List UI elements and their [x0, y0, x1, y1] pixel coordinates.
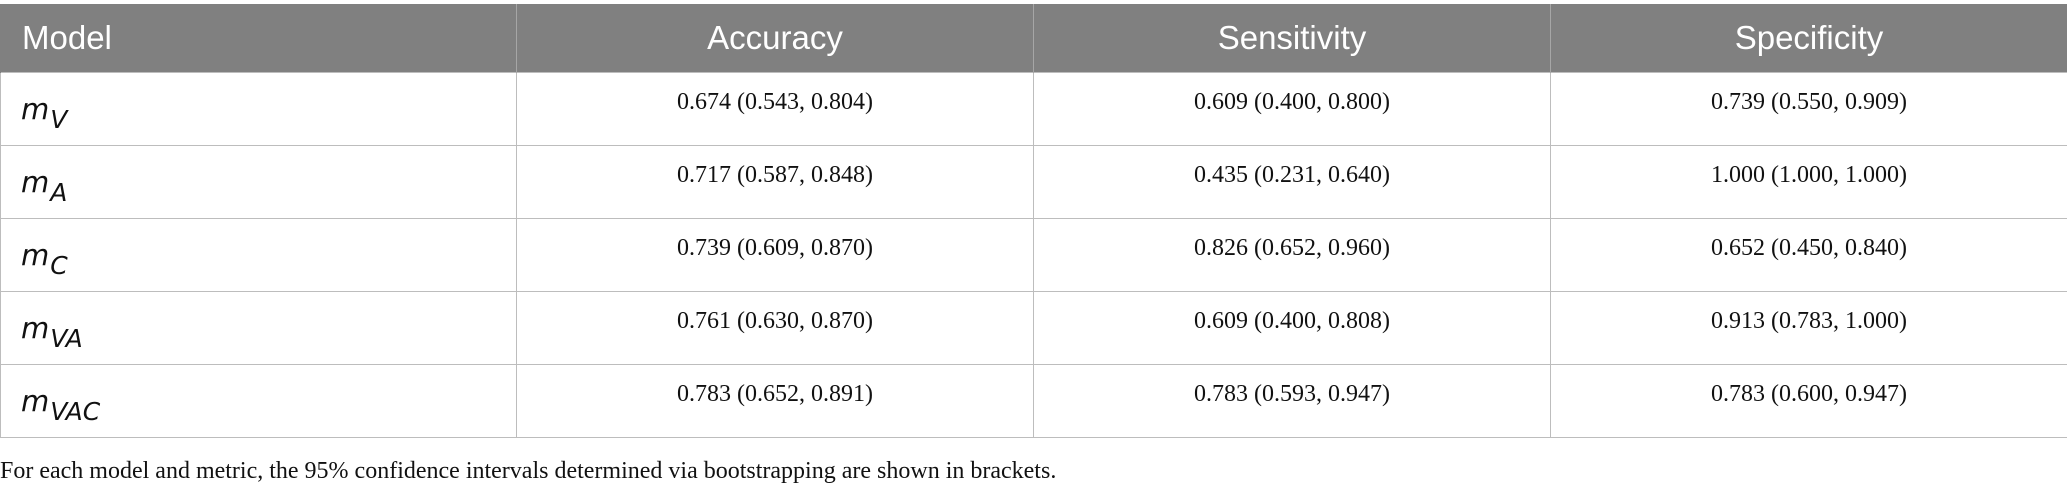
model-symbol: m [21, 384, 50, 418]
header-accuracy: Accuracy [516, 4, 1034, 73]
table-row: mV 0.674 (0.543, 0.804) 0.609 (0.400, 0.… [0, 72, 2067, 146]
results-table-container: Model Accuracy Sensitivity Specificity m… [0, 4, 2067, 438]
model-cell: mA [0, 145, 517, 219]
accuracy-cell: 0.783 (0.652, 0.891) [516, 364, 1034, 438]
model-cell: mVA [0, 291, 517, 365]
table-row: mA 0.717 (0.587, 0.848) 0.435 (0.231, 0.… [0, 145, 2067, 219]
model-symbol: m [21, 311, 50, 345]
model-subscript: V [50, 105, 68, 134]
model-symbol: m [21, 92, 50, 126]
model-subscript: C [50, 251, 68, 280]
accuracy-cell: 0.739 (0.609, 0.870) [516, 218, 1034, 292]
accuracy-cell: 0.717 (0.587, 0.848) [516, 145, 1034, 219]
table-row: mVA 0.761 (0.630, 0.870) 0.609 (0.400, 0… [0, 291, 2067, 365]
specificity-cell: 0.913 (0.783, 1.000) [1550, 291, 2067, 365]
table-header: Model Accuracy Sensitivity Specificity [0, 4, 2067, 73]
model-symbol: m [21, 238, 50, 272]
model-subscript: VA [50, 324, 83, 353]
header-model: Model [0, 4, 517, 73]
model-symbol: m [21, 165, 50, 199]
model-subscript: A [50, 178, 68, 207]
model-cell: mV [0, 72, 517, 146]
model-cell: mVAC [0, 364, 517, 438]
table-body: mV 0.674 (0.543, 0.804) 0.609 (0.400, 0.… [0, 72, 2067, 438]
sensitivity-cell: 0.609 (0.400, 0.808) [1033, 291, 1551, 365]
table-row: mC 0.739 (0.609, 0.870) 0.826 (0.652, 0.… [0, 218, 2067, 292]
results-table: Model Accuracy Sensitivity Specificity m… [0, 4, 2067, 438]
model-subscript: VAC [50, 397, 101, 426]
sensitivity-cell: 0.609 (0.400, 0.800) [1033, 72, 1551, 146]
table-row: mVAC 0.783 (0.652, 0.891) 0.783 (0.593, … [0, 364, 2067, 438]
header-specificity: Specificity [1550, 4, 2067, 73]
table-footnote: For each model and metric, the 95% confi… [0, 458, 1057, 484]
specificity-cell: 1.000 (1.000, 1.000) [1550, 145, 2067, 219]
accuracy-cell: 0.674 (0.543, 0.804) [516, 72, 1034, 146]
sensitivity-cell: 0.435 (0.231, 0.640) [1033, 145, 1551, 219]
sensitivity-cell: 0.826 (0.652, 0.960) [1033, 218, 1551, 292]
specificity-cell: 0.783 (0.600, 0.947) [1550, 364, 2067, 438]
header-sensitivity: Sensitivity [1033, 4, 1551, 73]
accuracy-cell: 0.761 (0.630, 0.870) [516, 291, 1034, 365]
header-row: Model Accuracy Sensitivity Specificity [0, 4, 2067, 73]
specificity-cell: 0.739 (0.550, 0.909) [1550, 72, 2067, 146]
sensitivity-cell: 0.783 (0.593, 0.947) [1033, 364, 1551, 438]
specificity-cell: 0.652 (0.450, 0.840) [1550, 218, 2067, 292]
model-cell: mC [0, 218, 517, 292]
